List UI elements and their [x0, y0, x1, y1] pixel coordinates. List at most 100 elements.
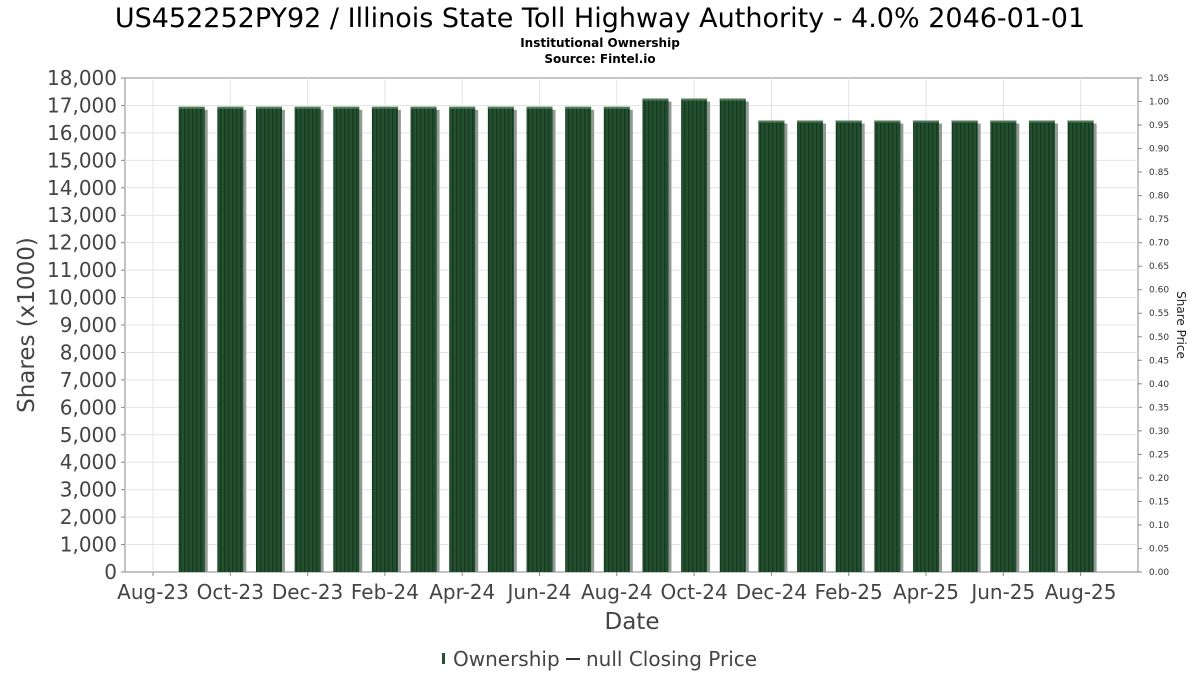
y2-tick-label: 0.90 [1149, 145, 1169, 155]
x-tick-label: Aug-24 [581, 580, 653, 604]
bar-Jul-24 [565, 106, 595, 573]
bar [603, 106, 630, 573]
bar-top [487, 106, 514, 109]
y2-tick-label: 0.00 [1149, 568, 1169, 578]
chart-source: Source: Fintel.io [544, 52, 655, 66]
y-axis: 0 1,000 2,000 3,000 4,000 5,000 6,000 7,000 8,00… [47, 66, 125, 584]
bar-Oct-24 [681, 98, 711, 572]
bar-top [410, 106, 437, 109]
bar [217, 106, 244, 573]
y-tick-label: 13,000 [47, 203, 117, 227]
bar [410, 106, 437, 573]
legend-ownership-label: Ownership [453, 647, 560, 671]
bar-top [371, 106, 398, 109]
y-tick-label: 4,000 [60, 450, 117, 474]
y-tick-label: 7,000 [60, 368, 117, 392]
x-tick-label: Apr-24 [429, 580, 495, 604]
bar-top [835, 120, 862, 123]
y-tick-label: 17,000 [47, 93, 117, 117]
y-tick-label: 10,000 [47, 286, 117, 310]
bar [1028, 120, 1055, 573]
bar-top [797, 120, 824, 123]
y2-tick-label: 0.10 [1149, 521, 1169, 531]
bar-Jan-25 [797, 120, 827, 573]
bar [835, 120, 862, 573]
bar-Feb-24 [371, 106, 401, 573]
bar-top [333, 106, 360, 109]
y-tick-label: 16,000 [47, 121, 117, 145]
y2-tick-label: 0.95 [1149, 121, 1169, 131]
bar-Oct-23 [217, 106, 247, 573]
bar-top [1028, 120, 1055, 123]
bar-Jun-25 [990, 120, 1020, 573]
bar [874, 120, 901, 573]
y-tick-label: 1,000 [60, 533, 117, 557]
y2-tick-label: 0.05 [1149, 544, 1169, 554]
bar-top [449, 106, 476, 109]
y-tick-label: 2,000 [60, 505, 117, 529]
legend-ownership-swatch [442, 653, 445, 664]
bar [951, 120, 978, 573]
bar-top [913, 120, 939, 123]
bar-top [719, 98, 746, 101]
y2-tick-label: 0.70 [1149, 239, 1169, 249]
bar-Mar-24 [410, 106, 440, 573]
x-tick-label: Aug-25 [1045, 580, 1117, 604]
bar-top [603, 106, 630, 109]
bar [487, 106, 514, 573]
bar [333, 106, 360, 573]
y2-tick-label: 1.00 [1149, 98, 1169, 108]
x-tick-label: Feb-25 [815, 580, 883, 604]
bar-top [526, 106, 553, 109]
y2-axis: 0.00 0.05 0.10 0.15 0.20 0.25 0.30 0.35 0.40 0.45… [1138, 74, 1169, 578]
y2-tick-label: 0.60 [1149, 286, 1169, 296]
bar [255, 106, 282, 573]
bar-top [294, 106, 321, 109]
x-tick-label: Apr-25 [893, 580, 959, 604]
bar-top [951, 120, 978, 123]
y2-tick-label: 0.45 [1149, 356, 1169, 366]
bar-Nov-23 [255, 106, 285, 573]
bar-top [565, 106, 592, 109]
bar-Aug-24 [603, 106, 633, 573]
y2-tick-label: 1.05 [1149, 74, 1169, 84]
bar-Sep-24 [642, 98, 672, 572]
y2-tick-label: 0.40 [1149, 380, 1169, 390]
bar [178, 106, 205, 573]
bar-top [178, 106, 205, 109]
x-tick-label: Dec-23 [272, 580, 343, 604]
bar-Jun-24 [526, 106, 556, 573]
bar-Jul-25 [1028, 120, 1058, 573]
bar [990, 120, 1017, 573]
x-tick-label: Dec-24 [736, 580, 807, 604]
bar-Dec-24 [758, 120, 788, 573]
x-axis: Aug-23 Oct-23 Dec-23 Feb-24 Apr-24 Jun-24 Aug-… [117, 572, 1116, 604]
bar [913, 120, 939, 573]
bar [1067, 120, 1094, 573]
bar-Dec-23 [294, 106, 324, 573]
bar-Aug-25 [1067, 120, 1097, 573]
y2-tick-label: 0.30 [1149, 427, 1169, 437]
x-tick-label: Jun-24 [506, 580, 572, 604]
y-tick-label: 18,000 [47, 66, 117, 90]
bar-Feb-25 [835, 120, 865, 573]
bar [719, 98, 746, 572]
y-tick-label: 12,000 [47, 231, 117, 255]
bar-Nov-24 [719, 98, 749, 572]
bar-top [642, 98, 669, 101]
bar [642, 98, 669, 572]
x-axis-label: Date [605, 609, 660, 635]
y2-axis-label: Share Price [1174, 291, 1188, 359]
legend-closing-price-label: null Closing Price [586, 647, 757, 671]
y2-tick-label: 0.35 [1149, 403, 1169, 413]
bar [681, 98, 708, 572]
bar [565, 106, 592, 573]
bar-Jan-24 [333, 106, 363, 573]
bar-top [1067, 120, 1094, 123]
y-axis-label: Shares (x1000) [14, 237, 40, 413]
y2-tick-label: 0.55 [1149, 309, 1169, 319]
bar-top [758, 120, 785, 123]
y2-tick-label: 0.75 [1149, 215, 1169, 225]
legend: Ownership null Closing Price [442, 647, 757, 671]
